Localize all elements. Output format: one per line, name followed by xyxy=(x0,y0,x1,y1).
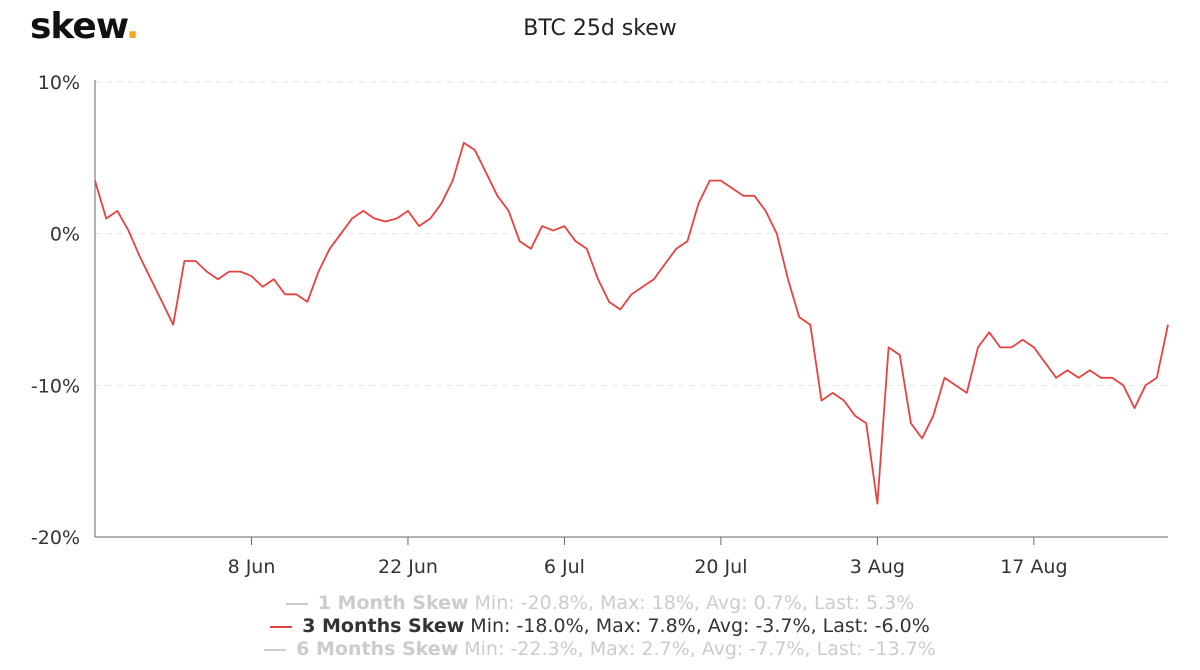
logo-dot: . xyxy=(125,6,140,47)
chart-legend: 1 Month Skew Min: -20.8%, Max: 18%, Avg:… xyxy=(0,592,1200,661)
legend-series-name: 3 Months Skew xyxy=(302,615,465,637)
legend-item-6-months-skew[interactable]: 6 Months Skew Min: -22.3%, Max: 2.7%, Av… xyxy=(0,638,1200,661)
chart-plot-area: 10% 0% -10% -20% 8 Jun 22 Jun 6 Jul 20 Jul 3 Aug… xyxy=(31,72,1169,578)
x-tick-label: 20 Jul xyxy=(694,556,747,578)
legend-series-name: 6 Months Skew xyxy=(296,638,459,660)
legend-swatch xyxy=(264,648,287,651)
y-tick-label: 0% xyxy=(50,224,80,246)
logo-text: skew xyxy=(30,6,127,47)
chart-title: BTC 25d skew xyxy=(523,16,677,41)
x-tick-label: 22 Jun xyxy=(378,556,438,578)
skew-logo: skew. xyxy=(30,6,140,47)
legend-series-name: 1 Month Skew xyxy=(317,592,469,614)
legend-swatch xyxy=(270,625,293,628)
legend-series-stats: Min: -18.0%, Max: 7.8%, Avg: -3.7%, Last… xyxy=(470,615,930,637)
legend-item-1-month-skew[interactable]: 1 Month Skew Min: -20.8%, Max: 18%, Avg:… xyxy=(0,592,1200,615)
legend-series-stats: Min: -22.3%, Max: 2.7%, Avg: -7.7%, Last… xyxy=(464,638,936,660)
y-tick-label: 10% xyxy=(38,72,80,94)
y-tick-label: -10% xyxy=(31,375,80,397)
legend-item-3-months-skew[interactable]: 3 Months Skew Min: -18.0%, Max: 7.8%, Av… xyxy=(0,615,1200,638)
x-tick-label: 6 Jul xyxy=(544,556,585,578)
x-tick-label: 8 Jun xyxy=(228,556,276,578)
x-tick-label: 17 Aug xyxy=(1000,556,1067,578)
legend-swatch xyxy=(285,602,308,605)
x-tick-label: 3 Aug xyxy=(850,556,905,578)
series-line-3-months-skew xyxy=(94,141,1169,505)
y-tick-label: -20% xyxy=(31,527,80,549)
legend-series-stats: Min: -20.8%, Max: 18%, Avg: 0.7%, Last: … xyxy=(474,592,915,614)
